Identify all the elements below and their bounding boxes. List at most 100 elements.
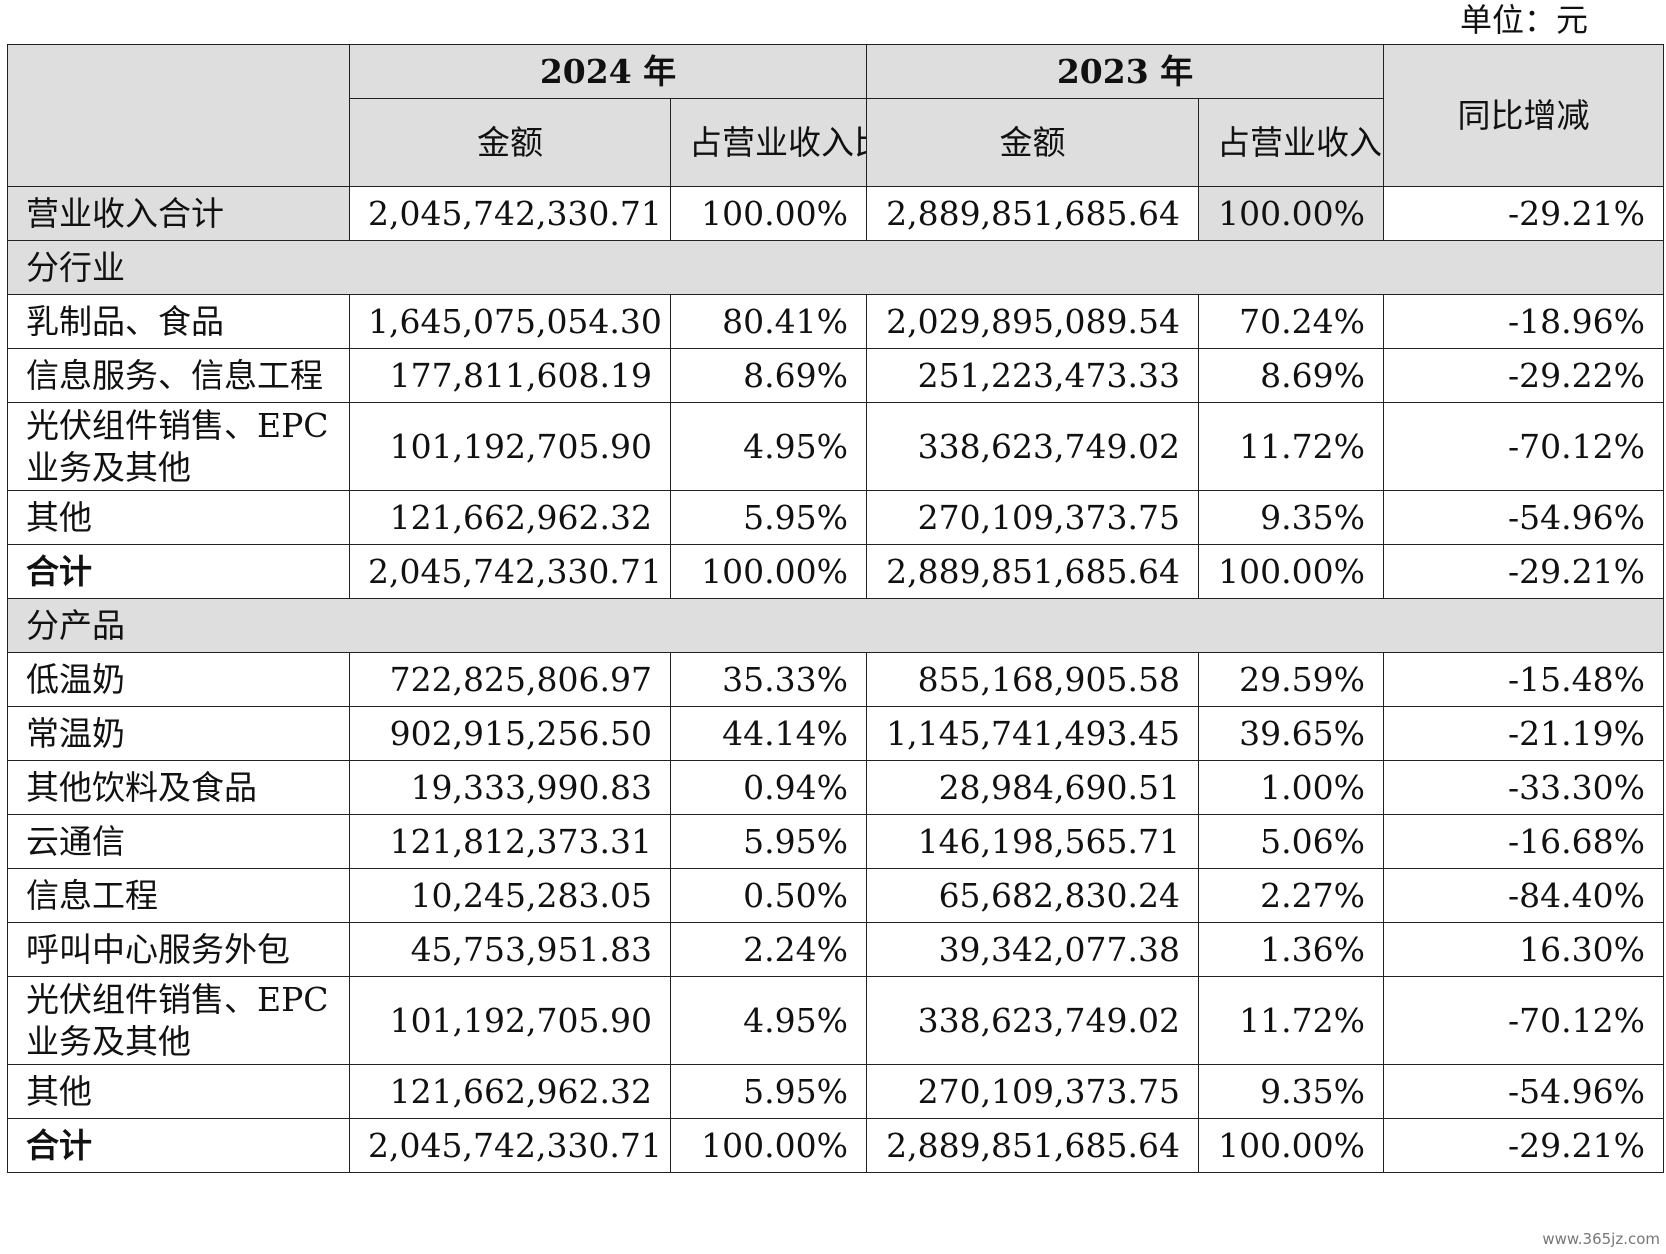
yoy-change: -15.48% bbox=[1383, 652, 1664, 707]
amount-2023: 338,623,749.02 bbox=[866, 402, 1199, 491]
amount-2023: 28,984,690.51 bbox=[866, 760, 1199, 815]
year-2023-header: 2023 年 bbox=[866, 44, 1384, 99]
yoy-change: -21.19% bbox=[1383, 706, 1664, 761]
yoy-change: -54.96% bbox=[1383, 490, 1664, 545]
yoy-change: -29.21% bbox=[1383, 1118, 1664, 1173]
amount-2024: 19,333,990.83 bbox=[349, 760, 671, 815]
total-row: 合计 2,045,742,330.71 100.00% 2,889,851,68… bbox=[7, 1118, 1664, 1173]
share-2023: 39.65% bbox=[1198, 706, 1384, 761]
share-2024: 5.95% bbox=[670, 1064, 867, 1119]
yoy-change: -18.96% bbox=[1383, 294, 1664, 349]
amount-2023: 2,889,851,685.64 bbox=[866, 544, 1199, 599]
share-2023: 70.24% bbox=[1198, 294, 1384, 349]
revenue-table: 2024 年 2023 年 同比增减 金额 占营业收入比重 金额 占营业收入比重… bbox=[7, 44, 1664, 1173]
amount-2024: 722,825,806.97 bbox=[349, 652, 671, 707]
share-2023: 11.72% bbox=[1198, 402, 1384, 491]
unit-label: 单位：元 bbox=[1460, 1, 1589, 39]
table-row: 其他 121,662,962.32 5.95% 270,109,373.75 9… bbox=[7, 1064, 1664, 1119]
amount-2023: 65,682,830.24 bbox=[866, 868, 1199, 923]
share-2023: 2.27% bbox=[1198, 868, 1384, 923]
row-label: 其他饮料及食品 bbox=[7, 760, 350, 815]
amount-2024: 2,045,742,330.71 bbox=[349, 186, 671, 241]
amount-2024: 2,045,742,330.71 bbox=[349, 544, 671, 599]
amount-2024: 45,753,951.83 bbox=[349, 922, 671, 977]
amount-2023: 270,109,373.75 bbox=[866, 1064, 1199, 1119]
amount-2023: 270,109,373.75 bbox=[866, 490, 1199, 545]
share-2023: 9.35% bbox=[1198, 1064, 1384, 1119]
row-label: 合计 bbox=[7, 1118, 350, 1173]
share-2023: 100.00% bbox=[1198, 186, 1384, 241]
share-2024: 44.14% bbox=[670, 706, 867, 761]
yoy-change: -16.68% bbox=[1383, 814, 1664, 869]
amount-2024: 902,915,256.50 bbox=[349, 706, 671, 761]
share-2024: 0.94% bbox=[670, 760, 867, 815]
amount-2023: 1,145,741,493.45 bbox=[866, 706, 1199, 761]
share-2024: 5.95% bbox=[670, 490, 867, 545]
share-2024: 100.00% bbox=[670, 186, 867, 241]
section-row-industry: 分行业 bbox=[7, 240, 1664, 295]
share-2024: 4.95% bbox=[670, 976, 867, 1065]
year-2024-header: 2024 年 bbox=[349, 44, 867, 99]
share-2023: 1.36% bbox=[1198, 922, 1384, 977]
total-row: 合计 2,045,742,330.71 100.00% 2,889,851,68… bbox=[7, 544, 1664, 599]
share-2024: 100.00% bbox=[670, 544, 867, 599]
table-row: 云通信 121,812,373.31 5.95% 146,198,565.71 … bbox=[7, 814, 1664, 869]
share-2023: 5.06% bbox=[1198, 814, 1384, 869]
share-2024: 80.41% bbox=[670, 294, 867, 349]
share-2023: 29.59% bbox=[1198, 652, 1384, 707]
amount-2023: 39,342,077.38 bbox=[866, 922, 1199, 977]
share-2023: 100.00% bbox=[1198, 544, 1384, 599]
share-2023: 8.69% bbox=[1198, 348, 1384, 403]
table-row: 其他饮料及食品 19,333,990.83 0.94% 28,984,690.5… bbox=[7, 760, 1664, 815]
yoy-change: -33.30% bbox=[1383, 760, 1664, 815]
watermark: www.365jz.com bbox=[1542, 1230, 1660, 1248]
share-2023: 9.35% bbox=[1198, 490, 1384, 545]
amount-2024: 101,192,705.90 bbox=[349, 976, 671, 1065]
amount-2024-header: 金额 bbox=[349, 98, 671, 187]
row-label: 合计 bbox=[7, 544, 350, 599]
row-label: 低温奶 bbox=[7, 652, 350, 707]
amount-2023: 338,623,749.02 bbox=[866, 976, 1199, 1065]
share-2024: 100.00% bbox=[670, 1118, 867, 1173]
amount-2023: 2,889,851,685.64 bbox=[866, 186, 1199, 241]
yoy-change: -29.22% bbox=[1383, 348, 1664, 403]
share-2024: 8.69% bbox=[670, 348, 867, 403]
amount-2023: 855,168,905.58 bbox=[866, 652, 1199, 707]
amount-2024: 101,192,705.90 bbox=[349, 402, 671, 491]
table-row: 信息服务、信息工程 177,811,608.19 8.69% 251,223,4… bbox=[7, 348, 1664, 403]
amount-2023-header: 金额 bbox=[866, 98, 1199, 187]
row-label: 常温奶 bbox=[7, 706, 350, 761]
table-row: 低温奶 722,825,806.97 35.33% 855,168,905.58… bbox=[7, 652, 1664, 707]
table-row: 信息工程 10,245,283.05 0.50% 65,682,830.24 2… bbox=[7, 868, 1664, 923]
table-row: 营业收入合计 2,045,742,330.71 100.00% 2,889,85… bbox=[7, 186, 1664, 241]
row-label: 光伏组件销售、EPC 业务及其他 bbox=[7, 402, 350, 491]
share-2024: 0.50% bbox=[670, 868, 867, 923]
table-row: 光伏组件销售、EPC 业务及其他 101,192,705.90 4.95% 33… bbox=[7, 976, 1664, 1065]
yoy-change: -29.21% bbox=[1383, 544, 1664, 599]
share-2024: 35.33% bbox=[670, 652, 867, 707]
share-2024: 2.24% bbox=[670, 922, 867, 977]
amount-2024: 2,045,742,330.71 bbox=[349, 1118, 671, 1173]
amount-2024: 121,662,962.32 bbox=[349, 1064, 671, 1119]
row-label: 信息服务、信息工程 bbox=[7, 348, 350, 403]
yoy-change: -29.21% bbox=[1383, 186, 1664, 241]
row-label: 呼叫中心服务外包 bbox=[7, 922, 350, 977]
table-row: 呼叫中心服务外包 45,753,951.83 2.24% 39,342,077.… bbox=[7, 922, 1664, 977]
row-label: 其他 bbox=[7, 1064, 350, 1119]
amount-2024: 121,812,373.31 bbox=[349, 814, 671, 869]
table-row: 常温奶 902,915,256.50 44.14% 1,145,741,493.… bbox=[7, 706, 1664, 761]
section-title: 分产品 bbox=[7, 598, 1664, 653]
row-label: 营业收入合计 bbox=[7, 186, 350, 241]
share-2023: 100.00% bbox=[1198, 1118, 1384, 1173]
row-label: 其他 bbox=[7, 490, 350, 545]
share-2024: 4.95% bbox=[670, 402, 867, 491]
yoy-change: -70.12% bbox=[1383, 402, 1664, 491]
amount-2023: 2,889,851,685.64 bbox=[866, 1118, 1199, 1173]
share-2023: 11.72% bbox=[1198, 976, 1384, 1065]
amount-2023: 251,223,473.33 bbox=[866, 348, 1199, 403]
yoy-change: -70.12% bbox=[1383, 976, 1664, 1065]
section-title: 分行业 bbox=[7, 240, 1664, 295]
amount-2023: 2,029,895,089.54 bbox=[866, 294, 1199, 349]
table-row: 光伏组件销售、EPC 业务及其他 101,192,705.90 4.95% 33… bbox=[7, 402, 1664, 491]
share-2023-header: 占营业收入比重 bbox=[1198, 98, 1384, 187]
